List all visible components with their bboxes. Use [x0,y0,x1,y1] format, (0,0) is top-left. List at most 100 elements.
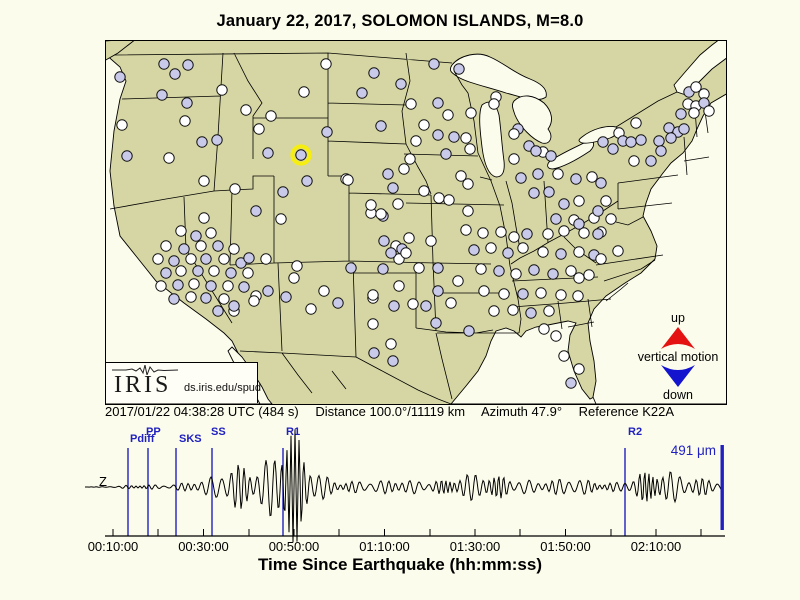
phase-label-sks: SKS [179,433,202,445]
seismic-station [537,246,549,258]
seismic-station [508,231,520,243]
seismic-station [521,228,533,240]
seismic-station [555,248,567,260]
lake-erie [547,140,595,170]
seismic-station [168,293,180,305]
seismic-station [550,330,562,342]
seismic-station [405,98,417,110]
seismic-station [179,115,191,127]
seismic-station [502,247,514,259]
seismic-station [600,195,612,207]
seismic-station [200,292,212,304]
iris-wordmark: IRIS [114,372,172,398]
seismic-station [430,317,442,329]
seismic-station [418,185,430,197]
seismic-station [295,149,307,161]
seismic-station [578,227,590,239]
phase-label-ss: SS [211,426,226,438]
seismic-station [465,107,477,119]
seismic-station [225,267,237,279]
time-tick-label: 00:30:00 [178,539,229,554]
seismic-station [463,325,475,337]
seismic-station [382,168,394,180]
iris-url-label: ds.iris.edu/spud [184,382,262,394]
seismic-station [185,291,197,303]
seismic-station [468,244,480,256]
seismic-station [200,253,212,265]
map-water [106,41,726,404]
seismic-station [452,275,464,287]
seismic-station [160,240,172,252]
component-label: Z [99,474,107,489]
seismic-station [305,303,317,315]
azimuth-value: Azimuth 47.9° [480,404,563,419]
seismic-station [630,117,642,129]
seismic-station [543,186,555,198]
phase-label-pdiff: Pdiff [130,433,155,445]
seismic-station [443,194,455,206]
seismic-station [318,285,330,297]
seismic-station [547,268,559,280]
seismic-station [367,289,379,301]
axis-tick-labels: 00:10:00 00:30:00 00:50:00 01:10:00 01:30:00… [88,539,682,554]
amplitude-label: 491 μm [671,443,716,458]
seismic-station [558,225,570,237]
seismic-station [356,87,368,99]
seismic-station [291,260,303,272]
down-arrow-icon [661,365,695,387]
seismic-station [425,235,437,247]
legend-down-label: down [663,388,693,402]
seismic-station [572,290,584,302]
lake-superior [449,53,547,100]
seismic-station [175,265,187,277]
seismic-station [495,226,507,238]
seismic-station [158,58,170,70]
seismic-station [172,279,184,291]
seismic-station [196,136,208,148]
seismic-station [243,252,255,264]
time-tick-label: 02:10:00 [631,539,682,554]
seismic-station [455,170,467,182]
seismic-station [475,263,487,275]
reference-station-highlight-ring [290,144,312,166]
x-axis-title: Time Since Earthquake (hh:mm:ss) [257,555,543,574]
seismic-station [565,377,577,389]
seismic-station [478,285,490,297]
phase-label-pp: PP [146,426,161,438]
seismic-station [205,280,217,292]
seismic-station [442,109,454,121]
seismic-station [178,243,190,255]
iris-seismogram-glyph [112,365,178,375]
seismic-station [218,293,230,305]
seismic-station [628,155,640,167]
seismic-station [565,265,577,277]
seismic-station [387,182,399,194]
seismic-station [262,285,274,297]
seismic-station [532,168,544,180]
seismic-station [488,305,500,317]
seismic-station [253,123,265,135]
seismic-station [508,153,520,165]
seismic-station [460,132,472,144]
seismic-station [385,247,397,259]
seismic-station [645,155,657,167]
seismic-station [218,253,230,265]
seismic-station [260,253,272,265]
seismic-station [573,272,585,284]
seismic-station [428,58,440,70]
seismic-station [530,145,542,157]
seismic-station [242,267,254,279]
seismic-station [156,89,168,101]
seismic-station [462,178,474,190]
seismic-station [592,205,604,217]
legend-title: vertical motion [637,349,719,364]
seismic-station [595,253,607,265]
seismic-station [545,150,557,162]
seismic-station [160,267,172,279]
iris-logo-box: IRIS ds.iris.edu/spud [106,362,262,403]
seismic-station [517,288,529,300]
seismic-station [277,186,289,198]
seismic-station [413,262,425,274]
seismic-station [332,297,344,309]
